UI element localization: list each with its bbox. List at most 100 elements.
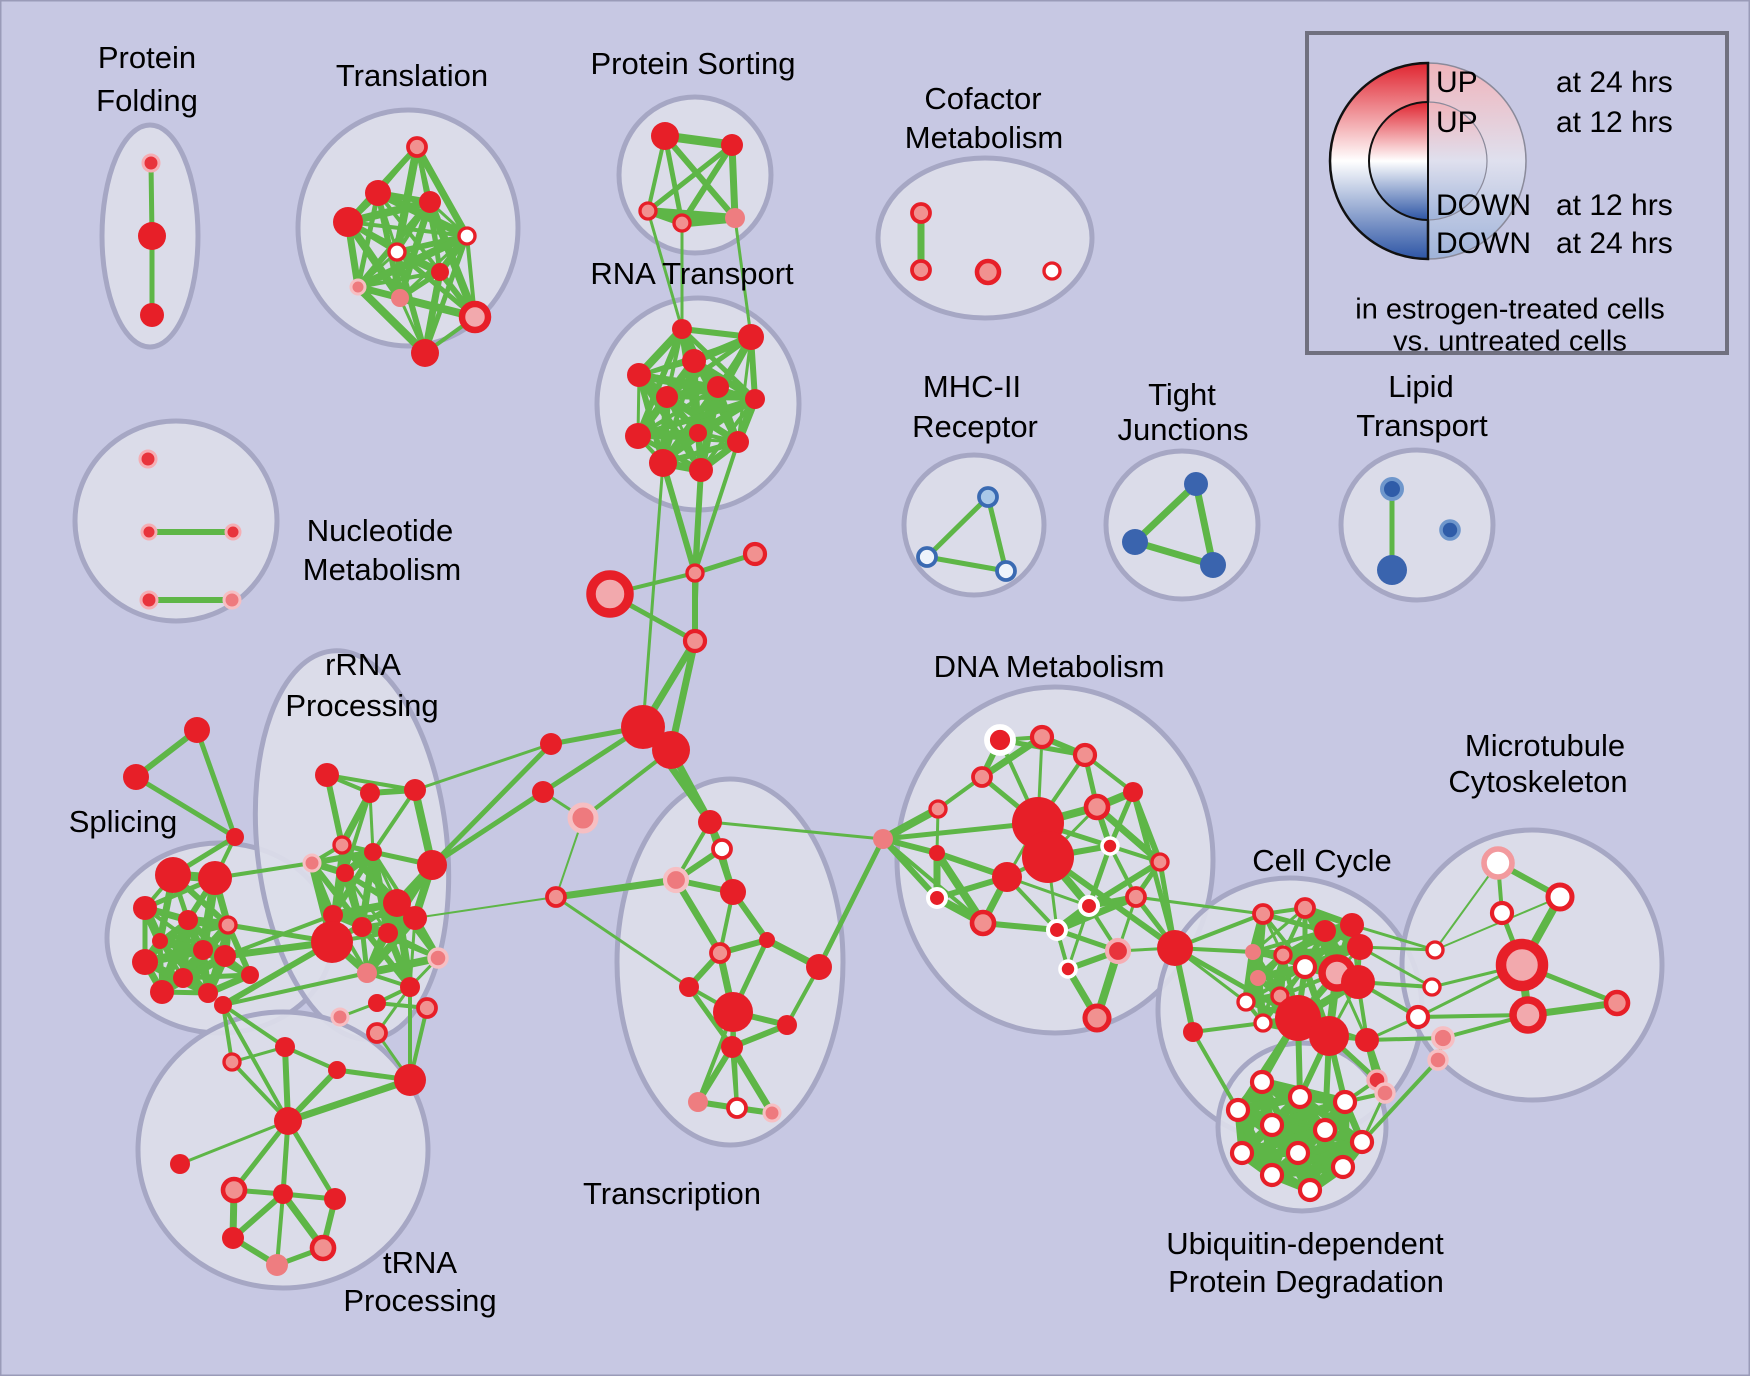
node-nm1 (138, 449, 158, 469)
node-cf1 (910, 202, 932, 224)
node-k3 (1314, 920, 1336, 942)
node-u6 (1405, 1004, 1431, 1030)
legend-box: UP at 24 hrs UP at 12 hrs DOWN at 12 hrs DOWN a… (1305, 31, 1729, 358)
edge (1192, 480, 1217, 569)
cluster-lt (1338, 447, 1496, 603)
node-m7 (368, 994, 386, 1012)
edge (1191, 1021, 1265, 1034)
node-q2 (742, 541, 768, 567)
legend-caption: in estrogen-treated cells (1355, 294, 1665, 326)
cluster-label: Nucleotide (307, 513, 453, 548)
legend-text: UP at 24 hrs UP at 12 hrs DOWN at 12 hrs DOWN a… (1355, 66, 1672, 358)
node-lt2 (1377, 555, 1407, 585)
node-c7 (679, 977, 699, 997)
node-lt1 (1380, 477, 1404, 501)
node-c10 (777, 1015, 797, 1035)
edge (413, 742, 553, 792)
edge (665, 395, 757, 401)
node-lt3 (1439, 519, 1461, 541)
node-rt6 (656, 386, 678, 408)
node-t10 (274, 1107, 302, 1135)
cluster-label: Microtubule (1465, 728, 1625, 763)
edge (429, 741, 554, 868)
node-t12 (220, 1176, 248, 1204)
edge (728, 1043, 776, 1117)
legend-direction-label: UP (1436, 66, 1478, 99)
edge (194, 727, 238, 840)
edge (230, 1191, 286, 1241)
edge (178, 1119, 290, 1166)
edge (660, 460, 698, 576)
node-r11 (352, 917, 372, 937)
node-q6 (532, 781, 554, 803)
edge (985, 494, 1009, 574)
node-m3 (328, 1061, 346, 1079)
edge (223, 913, 335, 958)
node-rt11 (649, 449, 677, 477)
node-b6 (1312, 1117, 1338, 1143)
node-d1 (984, 724, 1016, 756)
node-d16 (969, 909, 997, 937)
node-s7 (193, 940, 213, 960)
node-u11 (1427, 1049, 1449, 1071)
node-s3 (133, 896, 157, 920)
node-d24 (1183, 1022, 1203, 1042)
node-s4 (178, 910, 198, 930)
node-u8 (1509, 996, 1547, 1034)
node-nm4 (139, 590, 159, 610)
edge (645, 142, 735, 214)
edge (646, 209, 684, 331)
node-d22 (1082, 1003, 1112, 1033)
node-d17 (1125, 886, 1147, 908)
legend-direction-label: UP (1436, 106, 1478, 139)
node-b1 (1249, 1069, 1275, 1095)
legend-time-label: at 12 hrs (1556, 189, 1673, 222)
node-tj2 (1122, 529, 1148, 555)
edge (881, 837, 985, 925)
node-s1 (155, 857, 191, 893)
cluster-label: Lipid (1388, 369, 1454, 404)
node-u5 (1422, 977, 1442, 997)
edge (699, 397, 757, 472)
node-nm3 (224, 523, 242, 541)
node-k14 (1253, 1013, 1273, 1033)
node-k2 (1294, 897, 1316, 919)
node-rt5 (707, 376, 729, 398)
cluster-label: Folding (96, 83, 198, 118)
cluster-label: Receptor (912, 409, 1038, 444)
legend-direction-label: DOWN (1436, 189, 1531, 222)
node-c1 (698, 810, 722, 834)
node-tr4 (333, 207, 363, 237)
node-ps3 (638, 201, 658, 221)
cluster-label: Protein Sorting (590, 46, 795, 81)
node-u2 (1545, 882, 1575, 912)
edge (924, 494, 991, 560)
cluster-label: rRNA (325, 647, 401, 682)
edge (635, 371, 759, 403)
edge (221, 1003, 287, 1049)
node-r7 (336, 864, 354, 882)
node-cc2 (567, 802, 599, 834)
node-d8 (873, 829, 893, 849)
node-r5 (302, 853, 322, 873)
edge (180, 972, 253, 981)
node-d4 (971, 766, 993, 788)
edge (414, 896, 557, 919)
node-t11 (170, 1154, 190, 1174)
cluster-label: Splicing (69, 804, 178, 839)
node-d11 (1150, 852, 1170, 872)
node-c9 (713, 992, 753, 1032)
node-rt3 (682, 349, 706, 373)
node-tr8 (349, 278, 367, 296)
node-r15 (357, 963, 377, 983)
node-t13 (273, 1184, 293, 1204)
node-s11 (150, 980, 174, 1004)
node-d18 (1077, 894, 1101, 918)
node-c14 (762, 1103, 782, 1123)
edge (354, 283, 429, 357)
node-nm2 (140, 523, 158, 541)
node-c8 (806, 954, 832, 980)
node-s13 (241, 966, 259, 984)
node-m8 (416, 997, 438, 1019)
